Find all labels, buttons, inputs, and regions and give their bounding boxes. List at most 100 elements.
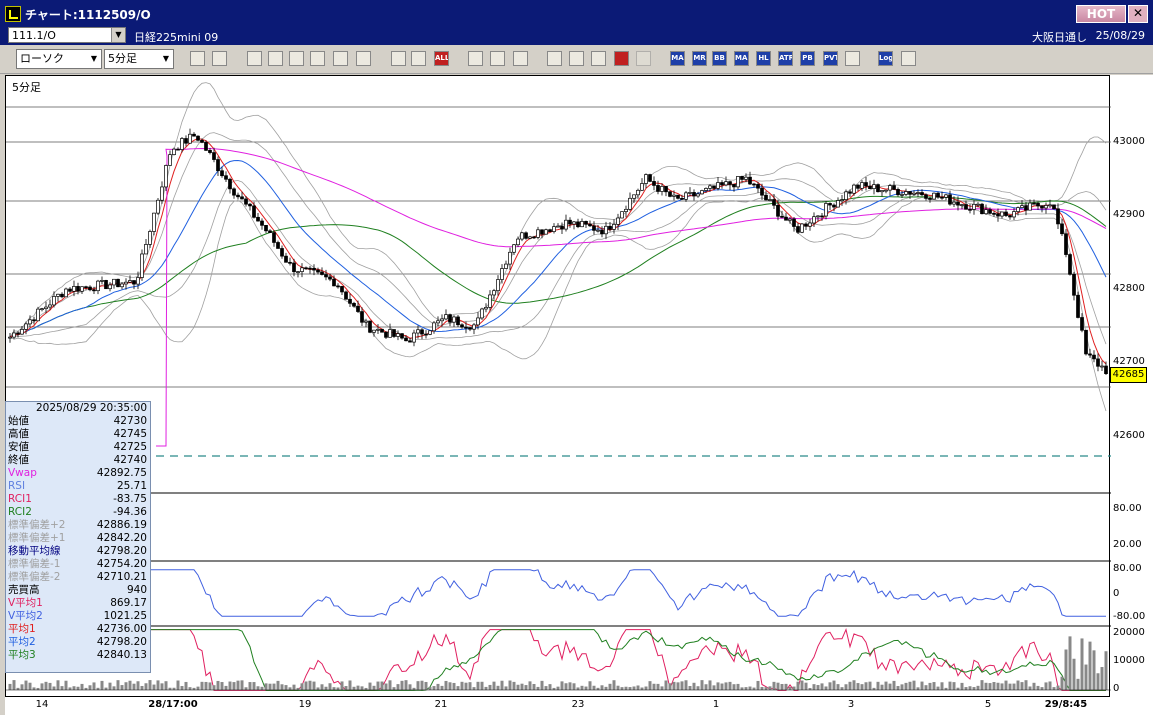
info-value: 42740 <box>113 454 147 466</box>
info-label: V平均1 <box>8 597 43 609</box>
candle-body <box>1000 211 1004 217</box>
candle-body <box>964 204 968 210</box>
close-button[interactable]: ✕ <box>1128 5 1148 23</box>
volume-bar <box>504 686 508 690</box>
all-button[interactable]: ALL <box>434 51 449 66</box>
time-tick-label: 29/8:45 <box>1044 699 1088 710</box>
info-label: 高値 <box>8 428 29 440</box>
candle-body <box>92 289 96 292</box>
volume-bar <box>324 686 328 690</box>
candle-body <box>372 329 376 333</box>
volume-bar <box>608 683 612 690</box>
log-button[interactable]: Log <box>878 51 893 66</box>
volume-bar <box>856 683 860 690</box>
volume-bar <box>876 681 880 690</box>
volume-bar <box>412 687 416 690</box>
info-row: RCI1 -83.75 <box>6 493 150 506</box>
volume-bar <box>220 682 224 690</box>
pen-icon[interactable] <box>247 51 262 66</box>
candle-body <box>980 203 984 215</box>
candle-body <box>992 213 996 215</box>
print-icon[interactable] <box>333 51 348 66</box>
candle-body <box>552 226 556 232</box>
volume-bar <box>696 686 700 690</box>
pb-button[interactable]: PB <box>800 51 815 66</box>
ma-button[interactable]: MA <box>670 51 685 66</box>
chart-canvas[interactable] <box>6 76 1111 698</box>
bb-button[interactable]: BB <box>712 51 727 66</box>
mr-button[interactable]: MR <box>692 51 707 66</box>
period-select[interactable]: 5分足 ▼ <box>104 49 174 69</box>
volume-bar <box>708 680 712 690</box>
volume-bar <box>744 687 748 690</box>
volume-bar <box>1012 683 1016 690</box>
candle-body <box>932 192 936 200</box>
info-value: 42840.13 <box>96 649 147 661</box>
hl-button[interactable]: HL <box>756 51 771 66</box>
candle-body <box>72 286 76 292</box>
candle-body <box>644 174 648 184</box>
volume-bar <box>768 686 772 690</box>
candle-body <box>232 188 236 196</box>
search-icon[interactable] <box>569 51 584 66</box>
candle-body <box>440 318 444 322</box>
disabled-icon[interactable] <box>636 51 651 66</box>
chevron-down-icon[interactable]: ▼ <box>111 28 125 42</box>
trend-line-icon[interactable] <box>268 51 283 66</box>
info-row: 安値 42725 <box>6 441 150 454</box>
volume-bar <box>564 683 568 690</box>
symbol-code-select[interactable]: 111.1/O ▼ <box>8 27 126 43</box>
candle-body <box>884 189 888 192</box>
volume-bar <box>1092 650 1096 690</box>
chart-area[interactable] <box>5 75 1111 698</box>
symbol-code: 111.1/O <box>12 29 56 42</box>
chevron-down-icon[interactable]: ▼ <box>162 54 170 63</box>
chart-type-value: ローソク <box>20 52 64 65</box>
time-tick-label: 1 <box>712 699 720 710</box>
volume-bar <box>316 687 320 690</box>
volume-bar <box>552 687 556 690</box>
volume-bar <box>892 680 896 690</box>
pvt-button[interactable]: PVT <box>823 51 838 66</box>
hot-button[interactable]: HOT <box>1076 5 1126 23</box>
indicator-icon[interactable] <box>591 51 606 66</box>
volume-bar <box>644 686 648 690</box>
candle-body <box>308 267 312 270</box>
stamp-icon[interactable] <box>547 51 562 66</box>
volume-bar <box>792 686 796 690</box>
candle-body <box>872 184 876 189</box>
info-row: V平均1 869.17 <box>6 597 150 610</box>
volume-bar <box>416 681 420 690</box>
crosshair-icon[interactable] <box>212 51 227 66</box>
candle-body <box>284 255 288 263</box>
exit-icon[interactable] <box>901 51 916 66</box>
volume-bar <box>280 684 284 690</box>
rewind-icon[interactable] <box>310 51 325 66</box>
cursor-icon[interactable] <box>289 51 304 66</box>
trash-icon[interactable] <box>356 51 371 66</box>
volume-bar <box>940 682 944 690</box>
candle-body <box>192 133 196 137</box>
chevron-down-icon[interactable]: ▼ <box>90 54 98 63</box>
tool-icon[interactable] <box>490 51 505 66</box>
mae-button[interactable]: MAE <box>734 51 749 66</box>
candle-body <box>304 267 308 270</box>
volume-bar <box>304 681 308 690</box>
volume-bar <box>968 686 972 690</box>
candle-body <box>316 269 320 273</box>
window-icon[interactable] <box>845 51 860 66</box>
volume-bar <box>1060 676 1064 690</box>
zoom-icon[interactable] <box>190 51 205 66</box>
candle-body <box>948 194 952 205</box>
settings-icon[interactable] <box>468 51 483 66</box>
color-icon[interactable] <box>513 51 528 66</box>
atr-button[interactable]: ATR <box>778 51 793 66</box>
candle-body <box>684 192 688 200</box>
volume-bar <box>824 686 828 690</box>
volume-bar <box>852 680 856 690</box>
compare-icon[interactable] <box>391 51 406 66</box>
title-bar[interactable]: チャート:1112509/O HOT ✕ <box>0 0 1153 27</box>
layout-icon[interactable] <box>411 51 426 66</box>
red-flag-icon[interactable] <box>614 51 629 66</box>
chart-type-select[interactable]: ローソク ▼ <box>16 49 102 69</box>
